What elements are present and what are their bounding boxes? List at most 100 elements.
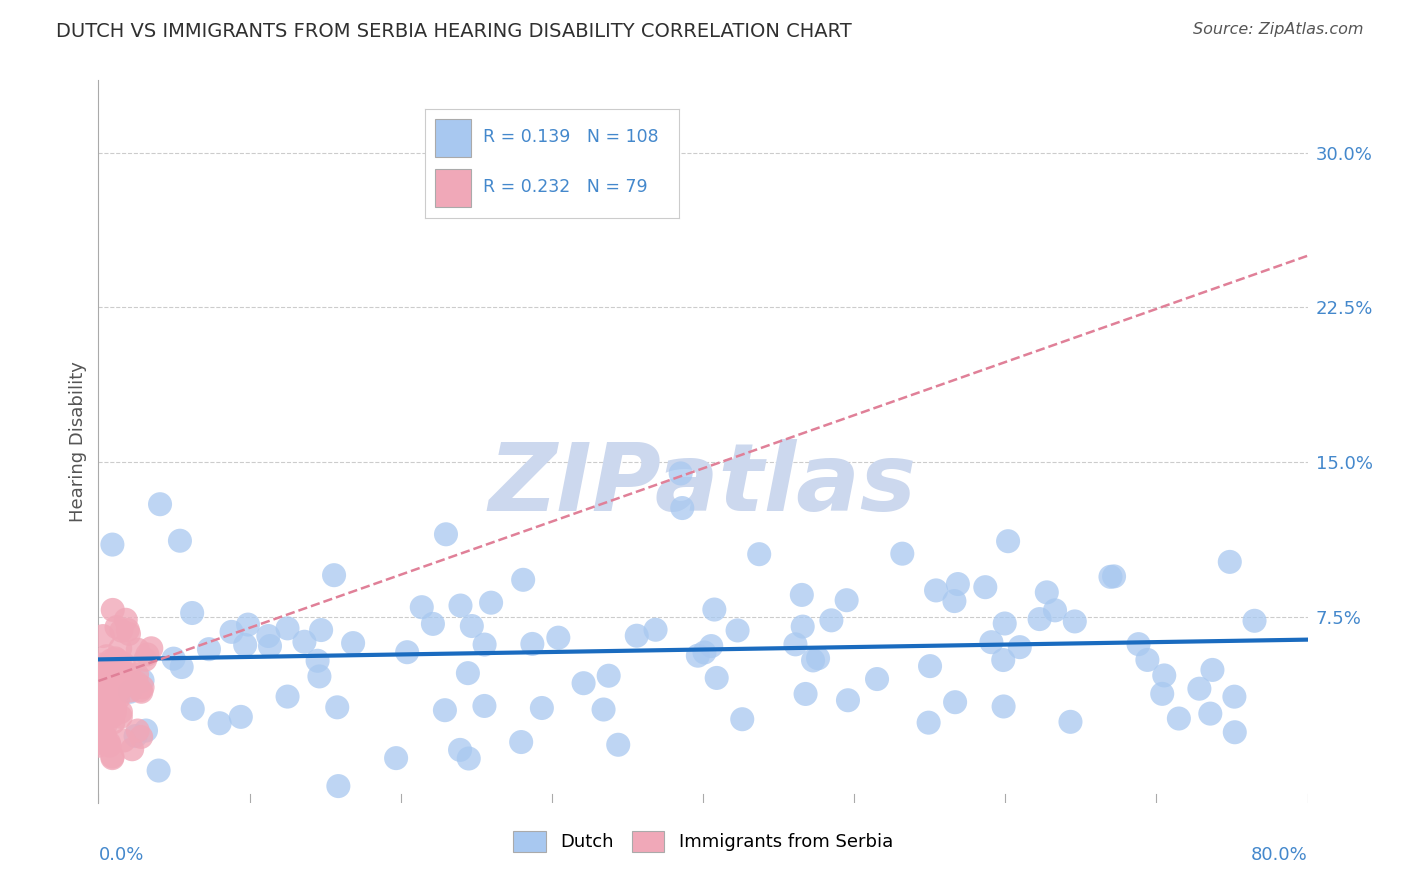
Point	[866, 672, 889, 686]
Point	[96, 649, 118, 664]
Point	[104, 651, 127, 665]
Point	[125, 675, 148, 690]
Point	[1028, 612, 1050, 626]
Point	[727, 624, 749, 638]
Point	[97, 698, 120, 712]
Point	[1219, 555, 1241, 569]
Point	[572, 676, 595, 690]
Point	[104, 706, 127, 720]
Point	[994, 616, 1017, 631]
Point	[135, 723, 157, 738]
Point	[93, 677, 115, 691]
Point	[1063, 615, 1085, 629]
Point	[112, 657, 135, 671]
Point	[1243, 614, 1265, 628]
Point	[89, 670, 111, 684]
Point	[592, 702, 614, 716]
Point	[98, 739, 121, 753]
Point	[127, 723, 149, 738]
Point	[97, 681, 120, 695]
Point	[785, 637, 807, 651]
Point	[1223, 690, 1246, 704]
Point	[129, 730, 152, 744]
Point	[181, 702, 204, 716]
Point	[105, 677, 128, 691]
Point	[105, 672, 128, 686]
Point	[257, 629, 280, 643]
Point	[644, 623, 666, 637]
Point	[97, 735, 120, 749]
Point	[131, 680, 153, 694]
Point	[1128, 637, 1150, 651]
Point	[396, 645, 419, 659]
Point	[259, 639, 281, 653]
Point	[97, 669, 120, 683]
Point	[89, 710, 111, 724]
Point	[671, 501, 693, 516]
Point	[1152, 687, 1174, 701]
Point	[134, 653, 156, 667]
Point	[1223, 725, 1246, 739]
Point	[108, 683, 131, 698]
Point	[700, 639, 723, 653]
Point	[100, 707, 122, 722]
Point	[457, 751, 479, 765]
Point	[162, 651, 184, 665]
Point	[461, 619, 484, 633]
Point	[474, 698, 496, 713]
Point	[1201, 663, 1223, 677]
Point	[997, 534, 1019, 549]
Point	[117, 623, 139, 637]
Point	[103, 715, 125, 730]
Point	[101, 667, 124, 681]
Point	[110, 624, 132, 638]
Point	[891, 547, 914, 561]
Point	[181, 606, 204, 620]
Point	[946, 577, 969, 591]
Point	[110, 710, 132, 724]
Point	[449, 743, 471, 757]
Point	[229, 710, 252, 724]
Point	[114, 613, 136, 627]
Point	[100, 693, 122, 707]
Legend: Dutch, Immigrants from Serbia: Dutch, Immigrants from Serbia	[506, 823, 900, 859]
Point	[94, 729, 117, 743]
Point	[1059, 714, 1081, 729]
Point	[669, 467, 692, 481]
Point	[101, 538, 124, 552]
Point	[1036, 585, 1059, 599]
Point	[512, 573, 534, 587]
Point	[107, 666, 129, 681]
Point	[307, 654, 329, 668]
Point	[547, 631, 569, 645]
Point	[236, 617, 259, 632]
Point	[170, 660, 193, 674]
Point	[233, 638, 256, 652]
Point	[103, 696, 125, 710]
Point	[385, 751, 408, 765]
Point	[101, 709, 124, 723]
Point	[104, 702, 127, 716]
Point	[110, 681, 132, 696]
Point	[326, 700, 349, 714]
Point	[91, 668, 114, 682]
Point	[598, 669, 620, 683]
Point	[169, 533, 191, 548]
Point	[97, 680, 120, 694]
Point	[101, 698, 124, 712]
Point	[917, 715, 939, 730]
Point	[118, 667, 141, 681]
Point	[450, 599, 472, 613]
Point	[107, 691, 129, 706]
Point	[794, 687, 817, 701]
Point	[801, 653, 824, 667]
Point	[530, 701, 553, 715]
Point	[90, 657, 112, 672]
Point	[118, 683, 141, 698]
Point	[101, 751, 124, 765]
Point	[96, 702, 118, 716]
Point	[433, 703, 456, 717]
Point	[807, 651, 830, 665]
Point	[820, 613, 842, 627]
Point	[837, 693, 859, 707]
